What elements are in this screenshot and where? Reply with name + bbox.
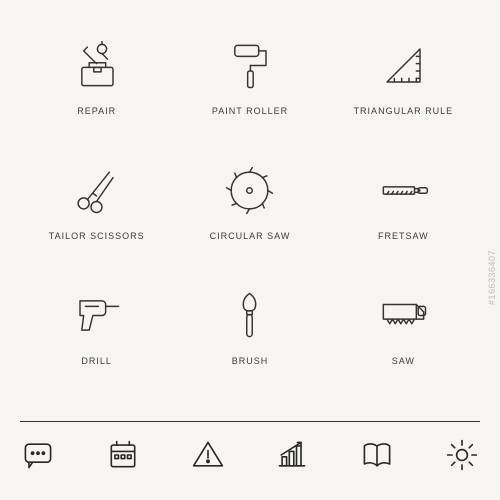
cell-drill: DRILL xyxy=(25,280,168,390)
fretsaw-label: FRETSAW xyxy=(378,231,429,241)
warning-icon xyxy=(190,437,226,478)
watermark-text: #166336407 xyxy=(487,250,497,305)
repair-label: REPAIR xyxy=(77,106,116,116)
cell-fretsaw: FRETSAW xyxy=(332,155,475,265)
gear-icon xyxy=(444,437,480,478)
repair-icon xyxy=(62,30,132,100)
cell-brush: BRUSH xyxy=(178,280,321,390)
calendar-icon xyxy=(105,437,141,478)
cell-paint-roller: PAINT ROLLER xyxy=(178,30,321,140)
paint-roller-icon xyxy=(215,30,285,100)
circular-saw-label: CIRCULAR SAW xyxy=(210,231,291,241)
paint-roller-label: PAINT ROLLER xyxy=(212,106,288,116)
icon-grid: REPAIR PAINT ROLLER TRIANGULAR RULE xyxy=(25,30,475,390)
tailor-scissors-icon xyxy=(62,155,132,225)
chart-icon xyxy=(274,437,310,478)
tailor-scissors-label: TAILOR SCISSORS xyxy=(49,231,145,241)
saw-label: SAW xyxy=(392,356,415,366)
cell-tailor-scissors: TAILOR SCISSORS xyxy=(25,155,168,265)
fretsaw-icon xyxy=(368,155,438,225)
bottom-icon-row xyxy=(20,437,480,478)
cell-saw: SAW xyxy=(332,280,475,390)
triangular-rule-icon xyxy=(368,30,438,100)
saw-icon xyxy=(368,280,438,350)
cell-triangular-rule: TRIANGULAR RULE xyxy=(332,30,475,140)
triangular-rule-label: TRIANGULAR RULE xyxy=(354,106,454,116)
cell-circular-saw: CIRCULAR SAW xyxy=(178,155,321,265)
book-icon xyxy=(359,437,395,478)
cell-repair: REPAIR xyxy=(25,30,168,140)
circular-saw-icon xyxy=(215,155,285,225)
chat-icon xyxy=(20,437,56,478)
divider-line xyxy=(20,421,480,422)
brush-label: BRUSH xyxy=(232,356,269,366)
brush-icon xyxy=(215,280,285,350)
drill-label: DRILL xyxy=(81,356,112,366)
drill-icon xyxy=(62,280,132,350)
